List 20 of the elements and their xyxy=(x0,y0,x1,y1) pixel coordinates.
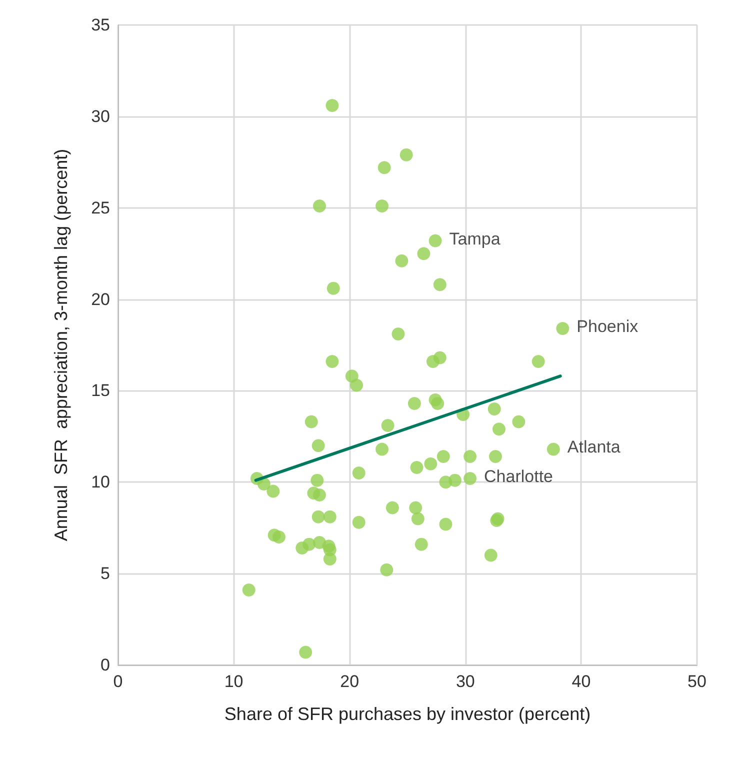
x-tick-label: 20 xyxy=(340,672,360,691)
annotation: Charlotte xyxy=(484,466,554,486)
y-tick-label: 5 xyxy=(100,564,110,584)
x-axis-title: Share of SFR purchases by investor (percent) xyxy=(224,704,591,724)
x-tick-label: 10 xyxy=(224,672,244,691)
y-tick-label: 30 xyxy=(91,106,110,126)
x-tick-label: 30 xyxy=(456,672,475,691)
y-axis-title: Annual SFR appreciation, 3-month lag (percent) xyxy=(51,148,71,542)
x-tick-label: 0 xyxy=(113,672,123,691)
annotation: Atlanta xyxy=(567,438,621,457)
y-tick-label: 25 xyxy=(91,198,110,218)
y-tick-label: 20 xyxy=(91,290,110,309)
annotation: Phoenix xyxy=(576,317,639,336)
y-tick-label: 0 xyxy=(100,656,110,674)
y-tick-label: 35 xyxy=(91,16,110,34)
y-tick-label: 10 xyxy=(91,472,110,492)
x-tick-label: 50 xyxy=(688,672,706,691)
annotation: Tampa xyxy=(449,229,501,248)
x-tick-label: 40 xyxy=(572,672,591,691)
y-tick-label: 15 xyxy=(91,381,110,400)
